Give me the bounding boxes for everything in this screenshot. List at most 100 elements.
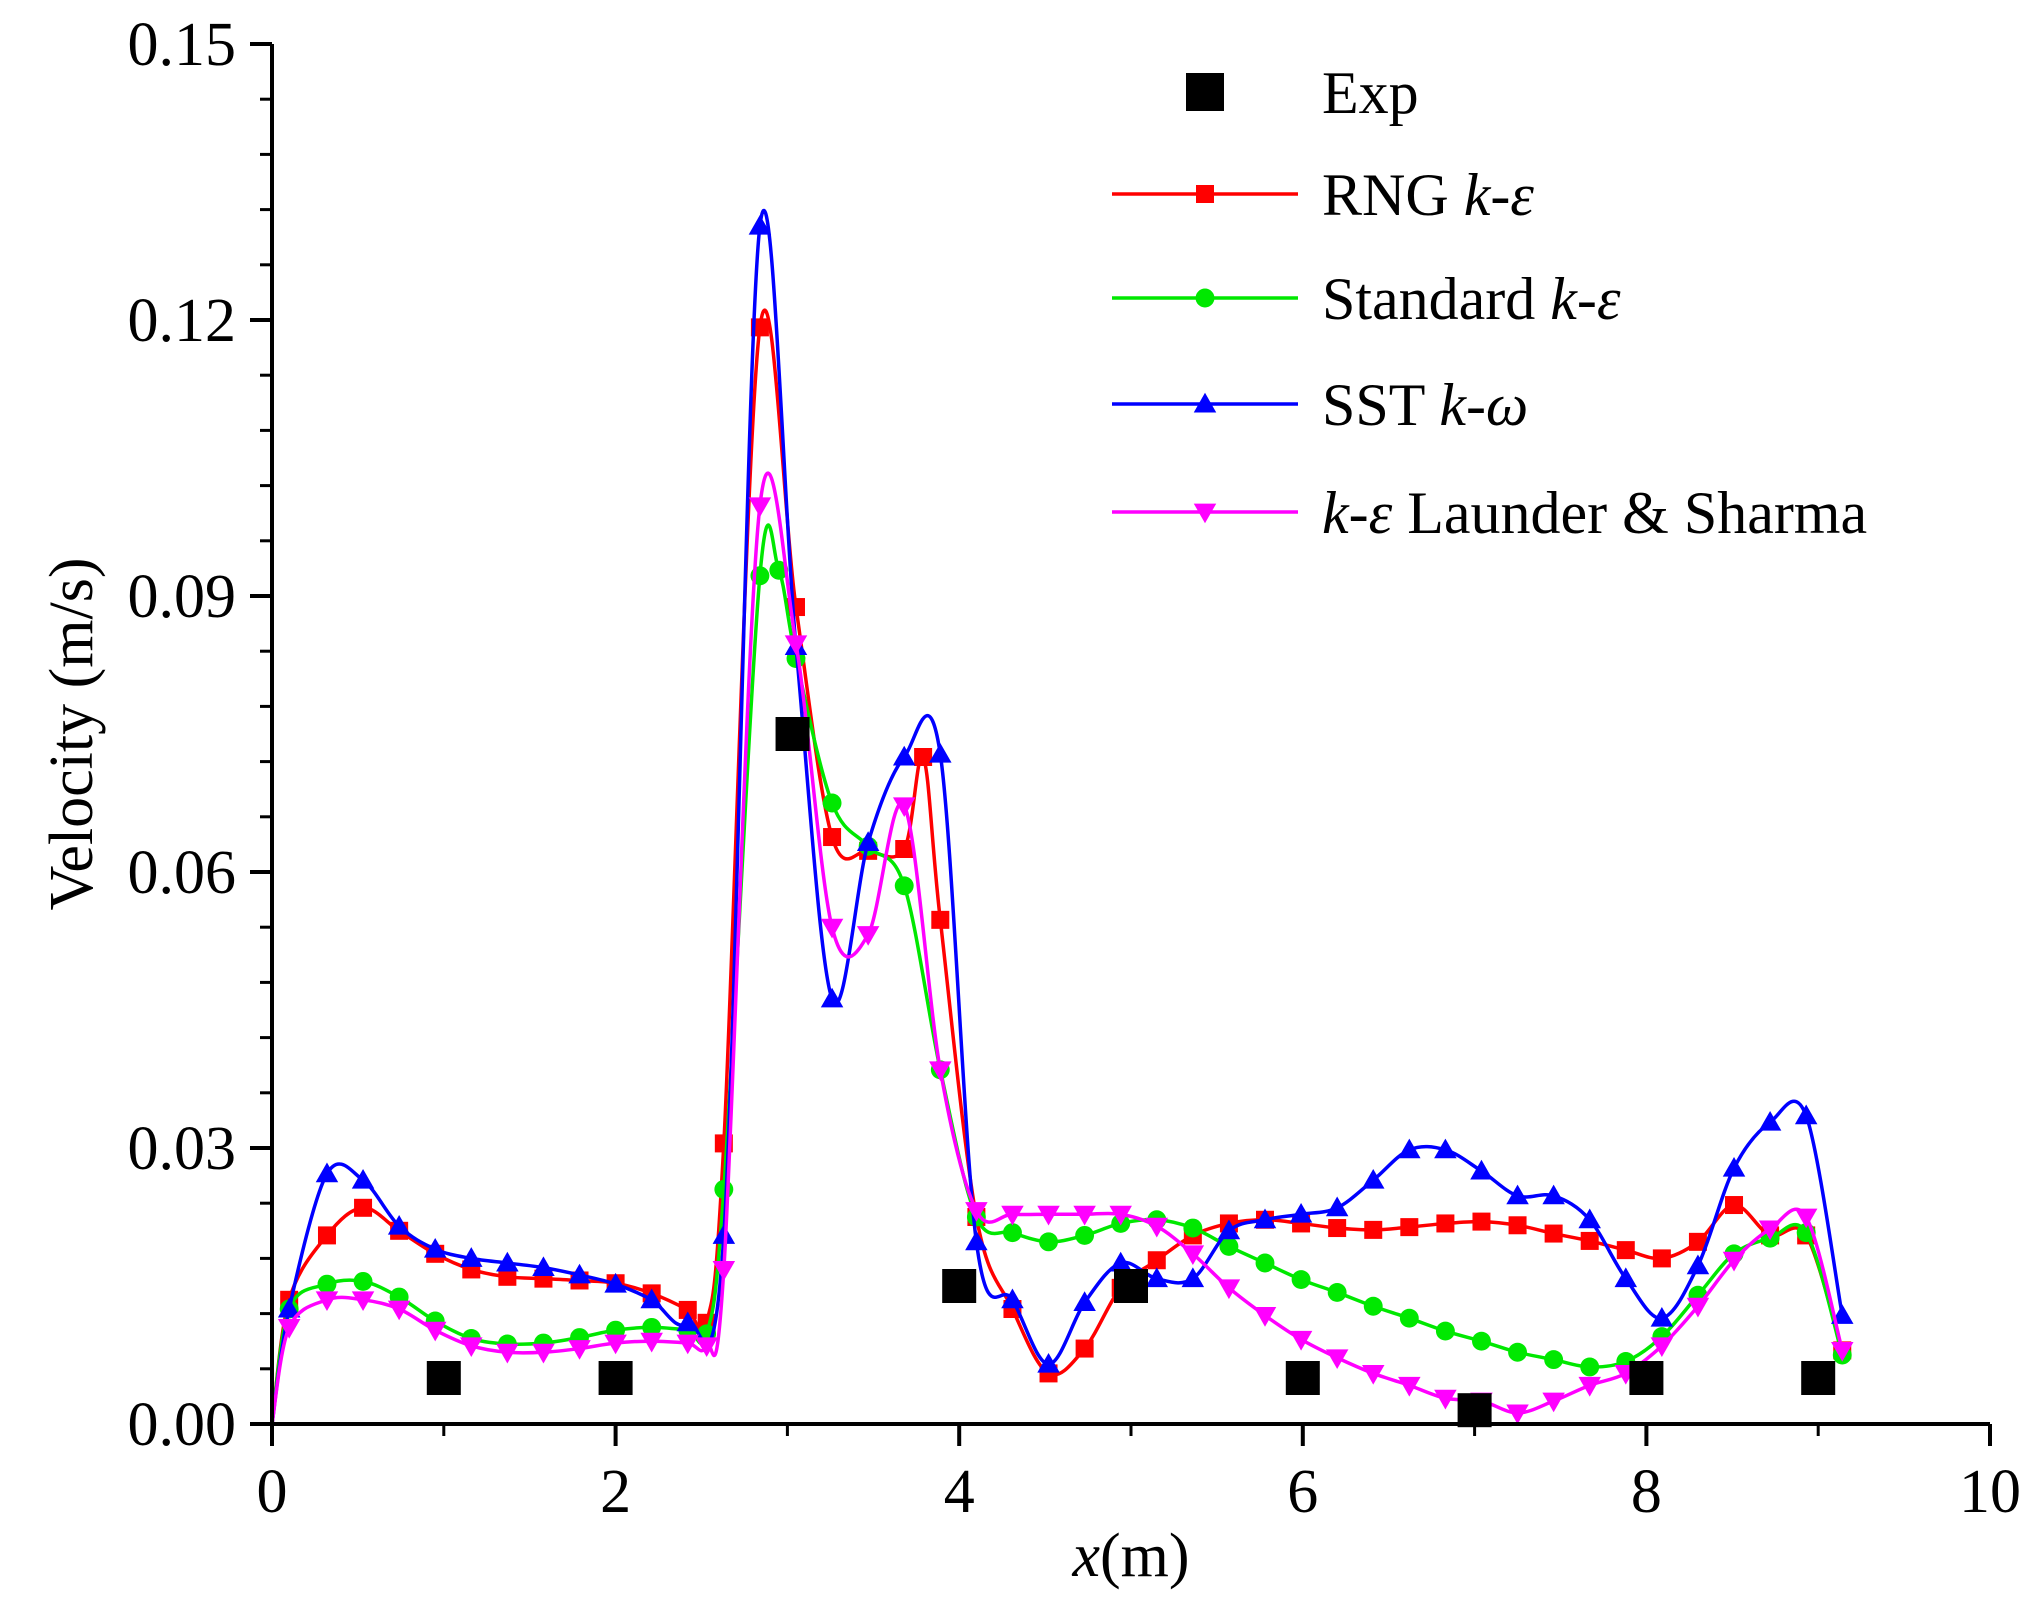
data-point-ls xyxy=(856,926,880,946)
x-tick-label: 8 xyxy=(1631,1458,1662,1526)
data-point-sst xyxy=(892,745,916,766)
data-point-sst xyxy=(460,1247,483,1267)
x-tick-label: 2 xyxy=(600,1458,631,1526)
series-line-ls xyxy=(270,471,1844,1425)
legend-label-text: Launder & Sharma xyxy=(1392,480,1867,546)
data-point-ls xyxy=(1217,1279,1241,1300)
legend-label-std: Standard k-ε xyxy=(1322,266,1621,332)
data-point-rng xyxy=(1616,1241,1635,1260)
data-point-sst xyxy=(929,742,952,763)
data-point-ls xyxy=(1398,1376,1421,1397)
legend-label-sst: SST k-ω xyxy=(1322,372,1528,438)
x-axis-title: x(m) xyxy=(1071,1522,1189,1590)
data-point-rng xyxy=(1075,1339,1094,1358)
data-point-std xyxy=(822,793,842,813)
data-point-exp xyxy=(942,1269,977,1303)
data-point-ls xyxy=(784,635,808,656)
y-tick-label: 0.06 xyxy=(128,839,237,907)
legend-label-ls: k-ε Launder & Sharma xyxy=(1322,480,1867,546)
data-point-sst xyxy=(1073,1291,1096,1311)
data-point-ls xyxy=(460,1337,483,1358)
legend-label-text: Exp xyxy=(1322,60,1419,126)
data-point-ls xyxy=(712,1261,736,1281)
x-tick-label: 0 xyxy=(257,1458,288,1526)
data-point-rng xyxy=(1328,1219,1347,1238)
data-point-exp xyxy=(1114,1269,1148,1303)
data-point-std xyxy=(1255,1253,1275,1273)
data-point-std xyxy=(714,1179,734,1199)
data-point-sst xyxy=(315,1162,339,1183)
data-point-std xyxy=(1544,1350,1564,1370)
legend-marker-ls xyxy=(1193,503,1217,524)
data-point-sst xyxy=(1722,1156,1746,1177)
data-point-sst xyxy=(568,1263,591,1284)
data-point-ls xyxy=(1109,1205,1132,1226)
data-point-ls xyxy=(1073,1205,1096,1226)
data-point-exp xyxy=(1629,1361,1664,1395)
data-point-sst xyxy=(277,1297,301,1318)
data-point-rng xyxy=(1508,1216,1527,1235)
data-point-ls xyxy=(1831,1341,1854,1362)
data-point-ls xyxy=(1037,1205,1060,1226)
data-point-rng xyxy=(914,748,933,766)
data-point-sst xyxy=(712,1224,736,1244)
data-point-ls xyxy=(568,1340,591,1360)
data-point-sst xyxy=(351,1168,375,1189)
data-point-rng xyxy=(1472,1212,1491,1231)
data-point-ls xyxy=(1650,1337,1674,1358)
data-point-ls xyxy=(1542,1392,1565,1413)
legend-label-text: RNG xyxy=(1322,162,1464,228)
legend-label-italic: k-ε xyxy=(1550,266,1621,332)
data-point-ls xyxy=(1181,1245,1205,1266)
data-point-ls xyxy=(1686,1297,1710,1318)
data-point-rng xyxy=(317,1226,336,1245)
data-point-rng xyxy=(823,828,842,847)
data-point-ls xyxy=(695,1337,718,1358)
legend-marker-exp xyxy=(1186,73,1224,111)
axes: 0 2 4 6 8 10 0.00 0.03 0.06 0.09 0.12 0.15 x(m) Veloc… xyxy=(38,11,2021,1590)
data-point-rng xyxy=(1364,1220,1383,1239)
legend-item-sst: SST k-ω xyxy=(1112,372,1528,438)
legend-item-rng: RNG k-ε xyxy=(1112,162,1534,228)
series-exp xyxy=(426,717,1836,1428)
data-point-sst xyxy=(1686,1254,1710,1275)
data-point-rng xyxy=(354,1198,373,1217)
data-point-std xyxy=(894,876,914,896)
data-point-ls xyxy=(496,1343,519,1364)
data-point-ls xyxy=(1722,1251,1746,1272)
data-point-std xyxy=(1219,1236,1239,1256)
data-point-rng xyxy=(678,1300,697,1319)
data-point-sst xyxy=(1001,1288,1024,1309)
data-point-std xyxy=(1039,1232,1058,1252)
data-point-sst xyxy=(820,987,844,1008)
data-point-rng xyxy=(498,1267,517,1286)
data-point-std xyxy=(1399,1308,1419,1328)
data-point-rng xyxy=(931,910,950,929)
data-point-exp xyxy=(598,1361,633,1395)
legend-label-text: SST xyxy=(1322,372,1439,438)
y-tick-label: 0.12 xyxy=(128,287,237,355)
data-point-rng xyxy=(1652,1249,1671,1268)
data-point-sst xyxy=(1434,1138,1457,1159)
data-point-sst xyxy=(1217,1219,1241,1240)
data-point-sst xyxy=(676,1311,700,1332)
data-point-sst xyxy=(1289,1202,1313,1223)
series-ls xyxy=(270,471,1854,1425)
data-point-ls xyxy=(1506,1404,1529,1425)
plot-series xyxy=(270,208,1854,1428)
data-point-ls xyxy=(1253,1307,1277,1327)
data-point-sst xyxy=(532,1256,555,1277)
data-point-sst xyxy=(1361,1168,1385,1189)
x-tick-label: 10 xyxy=(1959,1458,2021,1526)
data-point-exp xyxy=(1457,1393,1492,1428)
data-point-ls xyxy=(1289,1330,1313,1351)
data-point-ls xyxy=(929,1061,952,1082)
data-point-rng xyxy=(1544,1224,1563,1243)
data-point-ls xyxy=(1758,1220,1782,1241)
data-point-ls xyxy=(277,1318,301,1339)
data-point-ls xyxy=(965,1202,988,1222)
series-std xyxy=(270,523,1852,1425)
x-tick-label: 6 xyxy=(1287,1458,1318,1526)
data-point-std xyxy=(1075,1225,1095,1245)
